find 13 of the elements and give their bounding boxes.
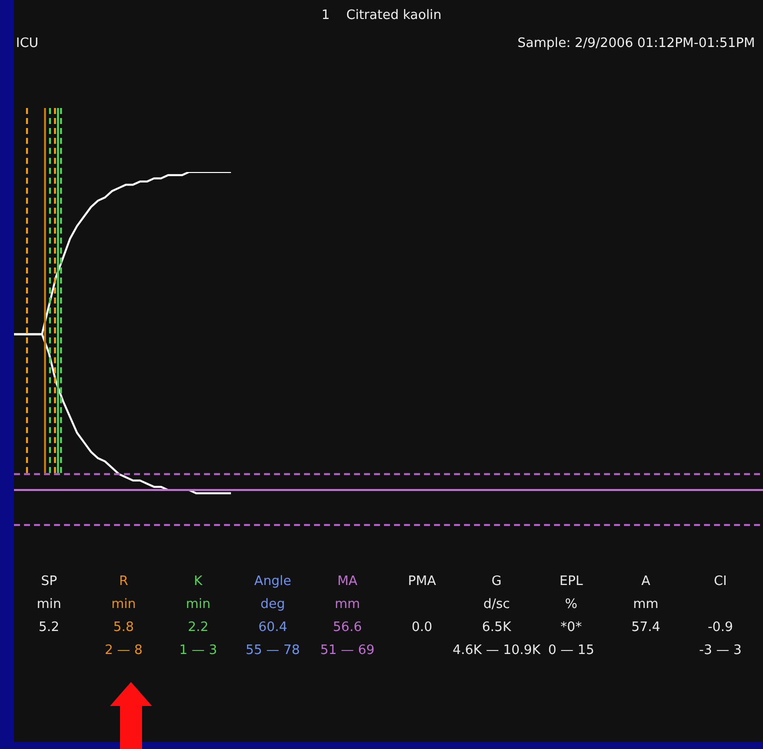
text: PMA 0.0: [408, 574, 436, 635]
text: MA mm 56.6 51 — 69: [320, 574, 375, 658]
text: Angle deg 60.4 55 — 78: [246, 574, 300, 658]
chart-subtitle: Sample: 2/9/2006 01:12PM-01:51PM: [517, 36, 755, 51]
text: G d/sc 6.5K 4.6K — 10.9K: [452, 574, 541, 658]
text: R min 5.8 2 — 8: [104, 573, 144, 660]
chart-title: 1 Citrated kaolin: [320, 8, 443, 23]
text: ICU: [16, 36, 38, 51]
text: A mm 57.4: [630, 573, 662, 637]
text: SP min 5.2: [36, 573, 62, 637]
text: EPL % *0* 0 — 15: [548, 574, 594, 658]
text: CI -0.9 -3 — 3: [699, 574, 742, 658]
text: K min 2.2 1 — 3: [179, 574, 218, 658]
